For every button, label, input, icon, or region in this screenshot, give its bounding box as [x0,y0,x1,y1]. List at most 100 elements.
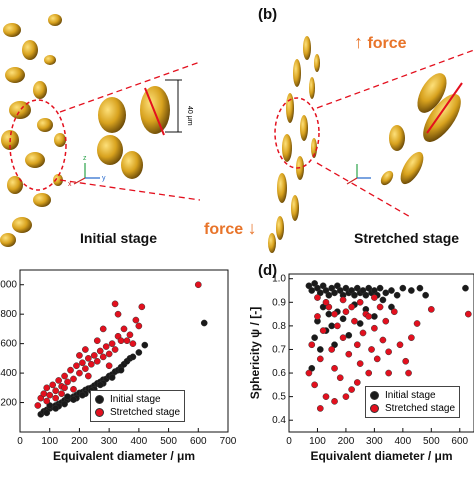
chart-c-point-stretched [111,300,119,308]
chart-d-point-stretched [365,313,373,320]
chart-d-point-stretched [353,341,361,349]
chart-d-point-stretched [305,369,313,377]
chart-c-point-initial [52,405,60,412]
chart-d-point-stretched [379,336,387,344]
chart-c-point-stretched [52,387,60,395]
axis-z-letter-a: z [83,155,87,162]
chart-c-y-tick-label: 800 [0,309,17,320]
chart-c-point-stretched [52,394,60,402]
legend-marker-stretched-c [95,408,104,417]
chart-d-point-stretched [336,374,344,382]
legend-label-initial-c: Initial stage [110,394,161,405]
chart-c-point-stretched [93,337,101,345]
chart-d-y-tick-label: 0.9 [272,297,286,308]
particle-cluster-initial [0,14,66,247]
chart-d-point-stretched [408,334,415,342]
chart-d-point-stretched [390,308,398,316]
chart-c-point-stretched [70,375,77,383]
axis-triad-a: z y x [68,155,106,188]
chart-c-x-tick-label: 700 [220,436,237,447]
chart-d-point-initial [362,291,370,299]
chart-d-point-stretched [348,386,355,393]
chart-c-y-tick-label: 400 [0,368,17,379]
chart-d-point-stretched [402,357,410,365]
chart-c-point-initial [135,349,143,356]
chart-c-point-stretched [135,322,143,330]
chart-d-point-stretched [356,298,364,306]
chart-d-point-stretched [334,322,341,330]
chart-d-point-stretched [365,369,373,377]
chart-c-point-initial [61,400,68,408]
chart-d-y-tick-label: 0.7 [272,344,286,355]
zoomed-particles-initial [97,86,170,179]
chart-d-point-stretched [331,397,338,405]
chart-d-y-tick-label: 0.8 [272,321,286,332]
chart-c-x-tick-label: 0 [17,436,23,447]
chart-c-point-stretched [129,340,137,347]
panel-d-label: (d) [258,262,278,279]
chart-c-point-stretched [96,347,104,355]
chart-d-point-stretched [319,327,327,334]
legend-marker-initial-c [95,395,104,404]
chart-c-point-stretched [49,381,57,389]
chart-c-plot-frame [19,269,229,433]
chart-c-point-stretched [55,377,62,384]
chart-d-plot-frame [288,273,474,433]
chart-c-point-stretched [43,384,51,392]
chart-c-point-initial [200,319,208,327]
chart-d-point-stretched [322,393,330,400]
chart-c-x-tick-label: 500 [160,436,177,447]
chart-c-x-tick-label: 100 [41,436,58,447]
chart-d-point-stretched [356,360,364,367]
chart-d-point-initial [376,284,384,292]
chart-d-point-stretched [316,405,324,412]
chart-d-point-stretched [308,341,316,349]
chart-c-point-stretched [132,316,140,324]
chart-d-point-initial [316,346,324,353]
chart-c-point-stretched [108,340,116,347]
chart-d-x-tick-label: 100 [309,436,326,447]
chart-c-point-initial [129,353,137,361]
chart-d-point-initial [339,315,347,323]
chart-c-point-initial [64,393,71,401]
caption-initial-stage: Initial stage [80,230,158,246]
chart-d-point-stretched [314,294,321,301]
chart-d-y-tick-label: 0.6 [272,368,286,379]
axis-triad-b [346,164,371,185]
chart-c-point-stretched [93,357,101,365]
chart-d-point-initial [371,313,378,320]
chart-c-point-initial [70,396,77,403]
chart-c-point-initial [117,366,125,374]
chart-c-x-tick-label: 600 [190,436,207,447]
chart-d-y-tick-label: 0.5 [272,392,286,403]
chart-d-point-stretched [311,381,318,389]
chart-d-point-initial [328,322,336,330]
chart-d-point-stretched [376,303,384,311]
panel-b-label: (b) [258,6,278,23]
chart-d-y-tick-label: 1.0 [272,274,286,285]
chart-d-point-initial [399,284,407,292]
chart-c: 0 100 200 300 400 500 600 700 200 400 600 800 1000 Eq… [0,262,237,474]
chart-c-point-initial [79,391,86,399]
chart-c-point-stretched [64,378,71,386]
chart-d-point-initial [331,289,338,297]
chart-d-point-stretched [371,294,378,301]
chart-d-point-stretched [348,303,355,311]
chart-d-point-stretched [328,346,336,353]
legend-label-stretched-c: Stretched stage [110,407,181,418]
legend-item-stretched-c: Stretched stage [95,406,180,419]
chart-c-point-stretched [123,337,131,345]
chart-d-point-stretched [331,364,338,372]
chart-d-point-initial [388,287,395,294]
chart-c-point-stretched [111,346,119,353]
chart-c-point-stretched [82,346,89,353]
axis-x-letter-a: x [68,181,72,188]
chart-d-x-tick-label: 300 [366,436,383,447]
chart-d-point-stretched [351,317,358,325]
chart-d-legend: Initial stage Stretched stage [365,386,461,418]
caption-stretched-stage: Stretched stage [354,230,460,246]
chart-d-point-initial [325,310,333,318]
chart-c-y-tick-label: 200 [0,398,17,409]
chart-c-point-stretched [79,359,86,367]
chart-c-y-tick-label: 600 [0,339,17,350]
